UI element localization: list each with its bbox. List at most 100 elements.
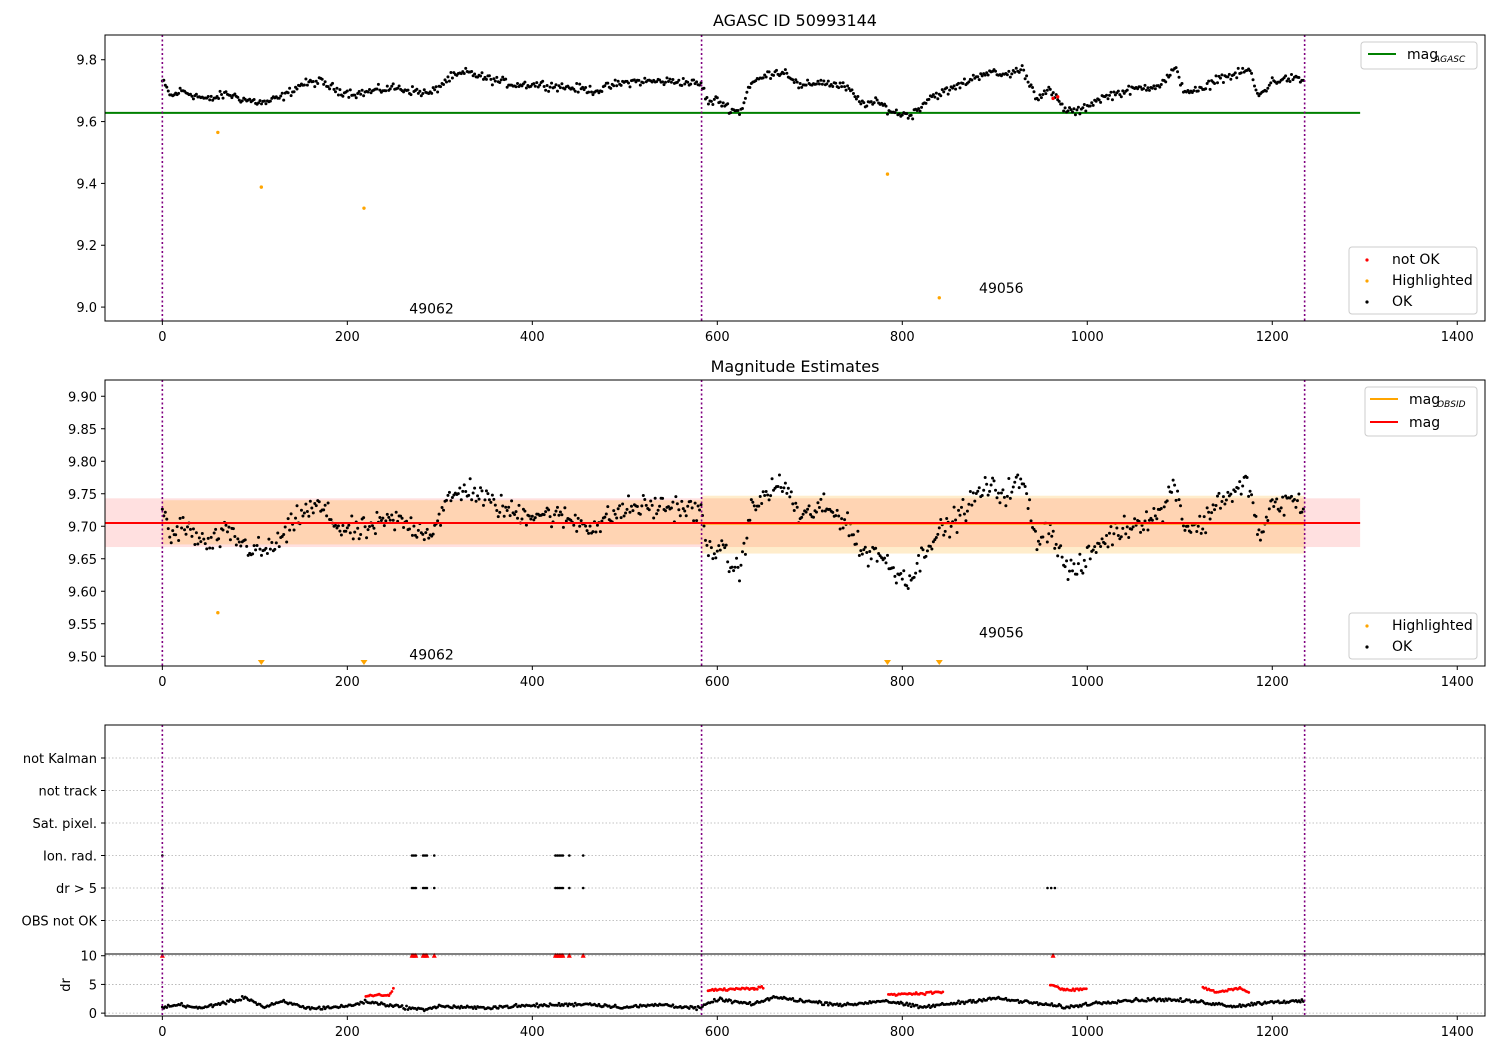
- ok-point: [323, 503, 327, 507]
- legend-marker-highlighted: [1365, 624, 1369, 628]
- ok-point: [801, 512, 805, 516]
- ok-point: [627, 494, 631, 498]
- ok-point: [412, 524, 416, 528]
- y-tick-label: 9.8: [76, 54, 97, 69]
- ok-point: [160, 507, 164, 511]
- dr-ok-point: [1158, 997, 1162, 1001]
- ok-point: [606, 81, 610, 85]
- ok-point: [857, 553, 861, 557]
- legend-label-mag: mag: [1409, 415, 1440, 431]
- ok-point: [252, 544, 256, 548]
- ok-point: [217, 537, 221, 541]
- ok-point: [514, 510, 518, 514]
- ok-point: [1084, 565, 1088, 569]
- ok-point: [390, 84, 394, 88]
- ok-point: [493, 79, 497, 83]
- ok-point: [680, 84, 684, 88]
- ok-point: [1284, 494, 1288, 498]
- highlighted-point: [259, 185, 264, 189]
- dr-ok-point: [1276, 999, 1280, 1003]
- dr-ok-point: [1068, 1006, 1071, 1010]
- ok-point: [422, 88, 426, 92]
- ok-point: [1216, 494, 1220, 498]
- ok-point: [1060, 555, 1064, 559]
- ok-point: [908, 574, 912, 578]
- flag-row-label: not track: [38, 785, 97, 800]
- ok-point: [831, 510, 835, 514]
- flag-point: [423, 886, 427, 890]
- ok-point: [595, 523, 599, 527]
- ok-point: [699, 503, 703, 507]
- ok-point: [669, 506, 673, 510]
- legend-sub-obsid: OBSID: [1437, 400, 1466, 410]
- ok-point: [588, 84, 592, 88]
- ok-point: [664, 80, 668, 84]
- ok-point: [1207, 510, 1211, 514]
- ok-point: [277, 96, 281, 100]
- ok-point: [653, 496, 657, 500]
- ok-point: [900, 113, 904, 117]
- ok-point: [1261, 530, 1265, 534]
- dr-ok-point: [1016, 998, 1020, 1002]
- dr-ok-point: [282, 998, 286, 1002]
- ok-point: [822, 79, 826, 83]
- ok-point: [644, 503, 648, 507]
- dr-ok-point: [209, 1003, 213, 1006]
- dr-not-ok-point: [391, 986, 395, 990]
- ok-point: [1213, 508, 1217, 512]
- ok-point: [407, 527, 411, 531]
- ok-point: [720, 539, 724, 543]
- dr-ok-point: [570, 1002, 574, 1006]
- ok-point: [948, 535, 952, 539]
- ok-point: [743, 552, 747, 556]
- dr-ok-point: [963, 1002, 966, 1006]
- ok-point: [502, 514, 506, 518]
- ok-point: [214, 527, 218, 531]
- ok-point: [1266, 518, 1270, 522]
- ok-point: [1290, 73, 1294, 77]
- ok-point: [920, 105, 924, 109]
- ok-point: [1127, 84, 1131, 88]
- ok-point: [1196, 524, 1200, 528]
- ok-point: [739, 563, 743, 567]
- ok-point: [1171, 478, 1175, 482]
- estimates-plot-frame: [104, 379, 1486, 667]
- ok-point: [1295, 499, 1299, 503]
- x-tick-label: 1200: [1256, 1025, 1289, 1040]
- ok-point: [1088, 557, 1092, 561]
- ok-point: [1146, 86, 1150, 90]
- ok-point: [314, 79, 318, 83]
- ok-point: [498, 510, 502, 514]
- ok-point: [365, 536, 369, 540]
- ok-point: [996, 491, 1000, 495]
- ok-point: [894, 581, 898, 585]
- ok-point: [1210, 511, 1214, 515]
- ok-point: [366, 90, 370, 94]
- ok-point: [542, 513, 546, 517]
- ok-point: [268, 99, 272, 103]
- ok-point: [1093, 545, 1097, 549]
- ok-point: [1230, 499, 1234, 503]
- ok-point: [1029, 83, 1033, 87]
- ok-point: [664, 509, 668, 513]
- ok-point: [998, 501, 1002, 505]
- dr-ok-point: [474, 1007, 478, 1011]
- ok-point: [885, 553, 889, 557]
- dr-ok-point: [597, 1002, 601, 1006]
- ok-point: [1251, 78, 1255, 82]
- ok-point: [520, 84, 524, 88]
- ok-point: [384, 89, 388, 93]
- ok-point: [1002, 495, 1006, 499]
- ok-point: [1270, 76, 1274, 80]
- ok-point: [791, 502, 795, 506]
- legend-label-highlighted: Highlighted: [1392, 273, 1473, 289]
- flag-point: [423, 854, 427, 857]
- ok-point: [1270, 498, 1274, 502]
- ok-point: [843, 518, 847, 522]
- ok-point: [902, 569, 906, 573]
- ok-point: [1048, 87, 1052, 91]
- ok-point: [752, 504, 756, 508]
- ok-point: [893, 574, 897, 578]
- ok-point: [1112, 90, 1116, 94]
- ok-point: [1288, 80, 1292, 84]
